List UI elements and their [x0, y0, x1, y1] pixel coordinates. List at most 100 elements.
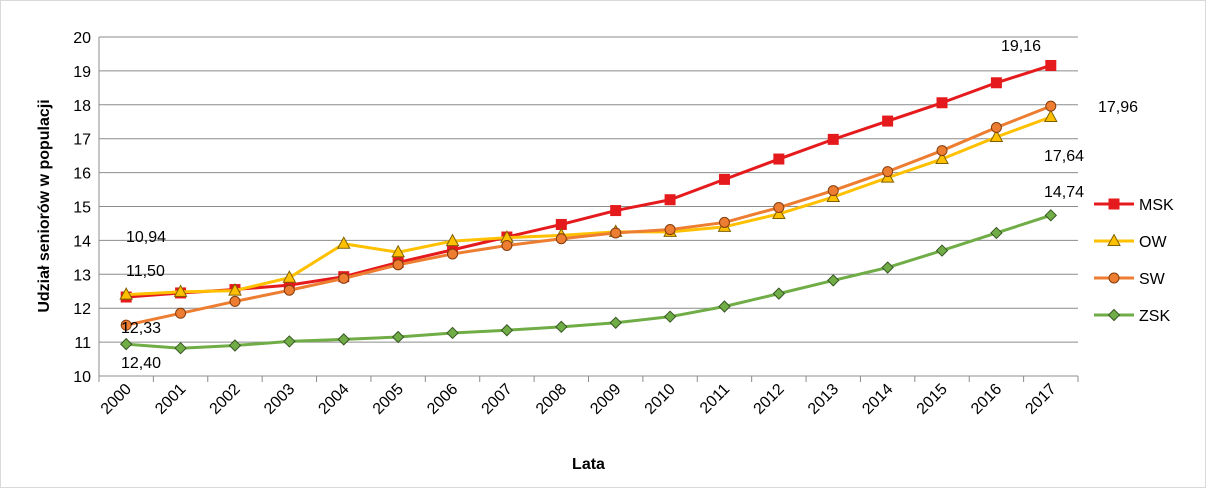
- data-point-zsk: [881, 261, 894, 274]
- data-point-msk: [610, 205, 622, 217]
- data-point-zsk: [119, 337, 133, 351]
- x-tick-label: 2017: [1022, 381, 1059, 418]
- data-point-ow: [989, 129, 1004, 143]
- data-point-zsk: [337, 333, 350, 346]
- legend-entry-ow: OW: [1094, 233, 1167, 251]
- data-point-sw: [283, 284, 295, 296]
- data-point-sw: [555, 233, 567, 245]
- y-tick-label: 16: [73, 166, 91, 183]
- data-point-ow: [1043, 109, 1058, 123]
- legend-marker: [1107, 308, 1121, 322]
- data-point-sw: [120, 319, 132, 331]
- data-label: 11,50: [126, 263, 165, 280]
- x-tick-label: 2004: [315, 381, 352, 418]
- legend-marker: [1108, 198, 1120, 210]
- data-point-ow: [445, 233, 460, 247]
- data-point-zsk: [663, 310, 677, 323]
- data-point-sw: [392, 259, 404, 271]
- data-point-ow: [173, 284, 188, 297]
- y-tick-label: 13: [73, 267, 91, 284]
- data-point-sw: [827, 185, 839, 197]
- legend-label: OW: [1139, 234, 1167, 251]
- data-point-sw: [664, 224, 676, 236]
- data-point-sw: [338, 272, 350, 284]
- y-tick-label: 20: [73, 30, 91, 47]
- data-point-zsk: [391, 330, 405, 344]
- data-point-msk: [718, 173, 730, 185]
- x-tick-label: 2015: [914, 381, 951, 418]
- series-zsk: [119, 209, 1058, 355]
- data-labels: 10,94 11,50 12,33 12,40 19,16 17,96 17,64 14,74: [121, 38, 1138, 372]
- data-point-zsk: [718, 300, 731, 313]
- x-tick-label: 2000: [98, 381, 135, 418]
- data-point-zsk: [1044, 209, 1058, 222]
- data-point-zsk: [990, 226, 1003, 240]
- data-point-zsk: [555, 320, 568, 334]
- legend-label: MSK: [1139, 197, 1174, 214]
- gridlines: [98, 36, 1079, 382]
- series-msk: [120, 59, 1057, 303]
- y-tick-label: 17: [73, 132, 91, 149]
- data-point-msk: [990, 77, 1002, 89]
- data-point-zsk: [174, 341, 187, 355]
- x-tick-label: 2005: [370, 381, 407, 418]
- data-label: 17,96: [1098, 99, 1138, 116]
- data-point-msk: [664, 194, 676, 206]
- data-point-ow: [228, 283, 242, 296]
- legend-entry-msk: MSK: [1094, 197, 1174, 214]
- data-point-sw: [229, 295, 241, 307]
- data-point-msk: [827, 133, 839, 145]
- data-point-msk: [1045, 59, 1057, 71]
- data-point-sw: [447, 248, 459, 260]
- legend-entry-zsk: ZSK: [1094, 308, 1170, 325]
- x-tick-label: 2008: [533, 381, 570, 418]
- x-axis-title: Lata: [572, 456, 605, 473]
- data-point-sw: [773, 202, 785, 214]
- y-axis-title: Udział seniorów w populacji: [36, 99, 53, 312]
- x-tick-label: 2013: [805, 381, 842, 418]
- data-point-zsk: [609, 316, 622, 329]
- legend-label: ZSK: [1139, 308, 1170, 325]
- data-label: 10,94: [126, 229, 166, 246]
- x-tick-label: 2010: [642, 381, 679, 418]
- legend-marker: [1108, 272, 1120, 284]
- series-line-sw: [125, 104, 1052, 327]
- data-point-ow: [119, 287, 134, 300]
- data-point-sw: [501, 239, 513, 251]
- data-point-sw: [936, 145, 948, 157]
- legend-entry-sw: SW: [1094, 271, 1166, 288]
- data-point-sw: [718, 216, 730, 228]
- data-point-msk: [773, 153, 785, 165]
- legend-label: SW: [1139, 271, 1166, 288]
- data-point-ow: [935, 151, 949, 165]
- data-point-zsk: [228, 339, 242, 352]
- data-point-sw: [882, 166, 894, 178]
- series-sw: [120, 100, 1057, 331]
- y-tick-label: 19: [73, 64, 91, 81]
- data-point-sw: [610, 227, 622, 239]
- data-point-msk: [936, 97, 948, 109]
- y-tick-label: 10: [73, 369, 91, 386]
- data-point-sw: [990, 122, 1002, 134]
- series-line-zsk: [126, 213, 1052, 350]
- data-label: 12,40: [121, 355, 161, 372]
- y-tick-label: 14: [73, 233, 91, 250]
- x-tick-label: 2012: [751, 381, 788, 418]
- x-tick-label: 2003: [261, 381, 298, 418]
- legend: MSK OW SW ZSK: [1094, 197, 1174, 325]
- legend-marker: [1107, 233, 1121, 246]
- series-line-ow: [126, 115, 1052, 297]
- x-tick-label: 2009: [587, 381, 624, 418]
- x-tick-label: 2001: [152, 381, 189, 418]
- y-tick-label: 15: [73, 200, 91, 217]
- data-point-ow: [391, 244, 405, 258]
- x-tick-label: 2006: [424, 381, 461, 418]
- data-point-zsk: [283, 335, 296, 348]
- data-label: 19,16: [1001, 38, 1041, 55]
- data-point-sw: [175, 307, 187, 319]
- data-point-zsk: [772, 287, 786, 300]
- data-label: 17,64: [1044, 148, 1084, 165]
- data-label: 14,74: [1044, 184, 1084, 201]
- x-tick-label: 2014: [859, 381, 896, 418]
